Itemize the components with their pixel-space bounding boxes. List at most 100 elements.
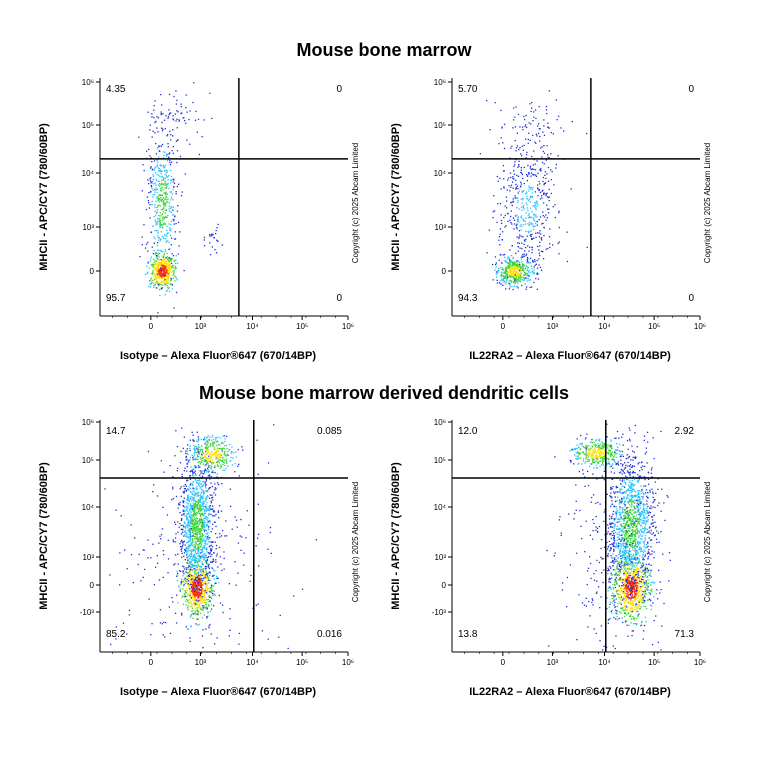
- event-dot: [166, 265, 168, 267]
- event-dot: [532, 259, 534, 261]
- event-dot: [201, 596, 203, 598]
- event-dot: [520, 181, 522, 183]
- event-dot: [151, 181, 153, 183]
- event-dot: [212, 434, 214, 437]
- event-dot: [546, 196, 548, 198]
- event-dot: [210, 549, 213, 551]
- event-dot: [643, 591, 645, 593]
- event-dot: [649, 589, 651, 592]
- event-dot: [150, 167, 152, 169]
- event-dot: [172, 277, 175, 279]
- event-dot: [203, 568, 205, 570]
- event-dot: [197, 588, 200, 590]
- event-dot: [525, 157, 527, 159]
- event-dot: [218, 517, 220, 519]
- event-dot: [152, 282, 155, 284]
- event-dot: [539, 241, 541, 243]
- event-dot: [190, 603, 193, 605]
- event-dot: [195, 588, 198, 591]
- event-dot: [255, 545, 257, 547]
- event-dot: [531, 268, 533, 270]
- event-dot: [524, 223, 527, 225]
- event-dot: [151, 246, 153, 248]
- event-dot: [527, 138, 529, 141]
- event-dot: [521, 191, 524, 193]
- event-dot: [201, 543, 203, 545]
- event-dot: [164, 180, 167, 183]
- event-dot: [196, 529, 198, 532]
- event-dot: [183, 593, 185, 595]
- event-dot: [176, 575, 178, 577]
- event-dot: [192, 487, 194, 489]
- event-dot: [542, 258, 545, 260]
- event-dot: [237, 542, 240, 544]
- event-dot: [198, 507, 200, 509]
- event-dot: [211, 561, 213, 563]
- event-dot: [204, 561, 207, 563]
- event-dot: [164, 128, 166, 130]
- event-dot: [164, 294, 166, 296]
- event-dot: [197, 482, 199, 484]
- event-dot: [193, 448, 195, 450]
- event-dot: [610, 601, 612, 603]
- event-dot: [210, 453, 213, 455]
- event-dot: [149, 124, 151, 126]
- event-dot: [615, 590, 618, 592]
- event-dot: [518, 277, 520, 279]
- event-dot: [158, 253, 160, 255]
- event-dot: [197, 458, 199, 461]
- event-dot: [521, 242, 523, 244]
- event-dot: [171, 597, 173, 599]
- event-dot: [170, 223, 172, 226]
- event-dot: [205, 504, 207, 506]
- event-dot: [192, 539, 194, 541]
- event-dot: [197, 521, 199, 523]
- event-dot: [612, 600, 615, 602]
- event-dot: [191, 584, 194, 586]
- event-dot: [202, 496, 204, 498]
- event-dot: [507, 256, 509, 259]
- event-dot: [166, 201, 168, 204]
- event-dot: [509, 266, 511, 268]
- event-dot: [192, 494, 195, 496]
- event-dot: [217, 465, 220, 468]
- event-dot: [215, 441, 217, 443]
- event-dot: [192, 548, 194, 551]
- event-dot: [201, 489, 204, 491]
- event-dot: [192, 582, 194, 584]
- event-dot: [184, 515, 186, 517]
- event-dot: [185, 452, 187, 454]
- event-dot: [523, 239, 526, 241]
- event-dot: [157, 221, 159, 223]
- event-dot: [200, 577, 202, 579]
- event-dot: [197, 577, 199, 579]
- event-dot: [170, 282, 172, 285]
- event-dot: [257, 503, 259, 505]
- event-dot: [513, 178, 515, 180]
- event-dot: [189, 580, 191, 583]
- event-dot: [542, 222, 544, 224]
- event-dot: [186, 607, 189, 609]
- event-dot: [191, 542, 193, 544]
- event-dot: [203, 236, 206, 239]
- event-dot: [509, 268, 511, 271]
- event-dot: [193, 572, 196, 574]
- event-dot: [199, 537, 202, 539]
- event-dot: [506, 207, 508, 209]
- event-dot: [191, 543, 193, 545]
- event-dot: [566, 231, 568, 233]
- event-dot: [188, 546, 190, 549]
- event-dot: [154, 238, 156, 240]
- event-dot: [226, 453, 228, 456]
- event-dot: [196, 522, 198, 524]
- event-dot: [157, 269, 159, 271]
- event-dot: [190, 520, 192, 522]
- event-dot: [533, 213, 535, 215]
- event-dot: [155, 224, 157, 226]
- event-dot: [205, 543, 207, 545]
- event-dot: [213, 560, 215, 562]
- event-dot: [140, 580, 142, 582]
- event-dot: [163, 254, 165, 256]
- event-dot: [216, 473, 218, 475]
- event-dot: [241, 446, 243, 448]
